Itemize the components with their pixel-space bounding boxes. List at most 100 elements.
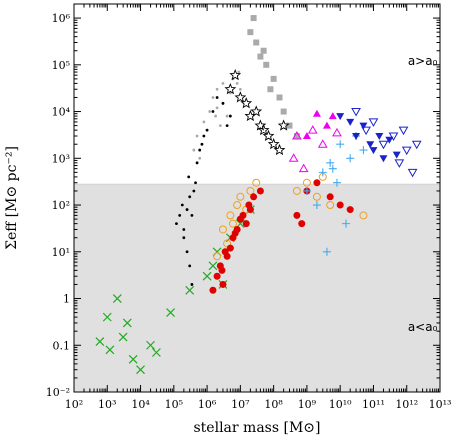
point-dot-gray_dots	[195, 134, 199, 138]
x-tick-label: 10¹⁰	[329, 398, 352, 411]
point-triangle-down-filled-blue	[379, 155, 388, 163]
point-dot-black	[188, 264, 192, 268]
point-circle-open-orange	[236, 192, 245, 201]
x-tick-label: 10¹³	[429, 398, 452, 411]
point-triangle-up-open-magenta	[332, 127, 342, 137]
point-square-gray_squares	[270, 75, 277, 82]
point-dot-gray_dots	[192, 148, 196, 152]
point-dot-black	[215, 96, 219, 99]
point-star-black	[273, 143, 286, 156]
x-tick-label: 10³	[98, 398, 116, 411]
point-circle-filled-red	[242, 220, 250, 228]
point-dot-black	[188, 195, 192, 199]
point-triangle-up-open-magenta	[317, 139, 328, 148]
point-circle-open-orange	[359, 211, 368, 220]
point-square-gray_squares	[260, 47, 267, 54]
point-dot-gray_dots	[198, 156, 202, 160]
data-points	[95, 15, 422, 375]
point-square-gray_squares	[257, 53, 264, 60]
point-star-black	[267, 138, 280, 150]
point-triangle-up-open-magenta	[292, 130, 302, 140]
point-dot-gray_dots	[208, 110, 212, 113]
point-triangle-down-open-blue	[407, 168, 418, 178]
point-circle-filled-red	[245, 201, 253, 209]
point-dot-black	[225, 124, 229, 128]
point-triangle-down-open-blue	[388, 132, 399, 142]
point-circle-open-orange	[213, 252, 222, 261]
point-triangle-down-open-blue	[411, 140, 422, 150]
point-circle-open-orange	[292, 186, 301, 195]
point-cross-green	[118, 332, 128, 342]
point-square-gray_squares	[293, 132, 300, 139]
point-square-gray_squares	[286, 122, 293, 129]
point-triangle-up-filled-magenta	[302, 131, 311, 139]
point-triangle-down-filled-blue	[375, 132, 384, 140]
point-circle-filled-red	[218, 266, 226, 274]
y-tick-label: 10⁵	[52, 59, 70, 72]
point-circle-filled-red	[231, 229, 239, 237]
point-circle-filled-red	[256, 187, 264, 195]
point-circle-filled-red	[293, 211, 301, 219]
point-dot-black	[190, 214, 194, 217]
point-cross-green	[95, 337, 105, 346]
point-triangle-down-filled-blue	[346, 118, 355, 126]
point-circle-open-orange	[252, 178, 261, 187]
point-circle-filled-red	[221, 248, 229, 256]
point-circle-filled-red	[213, 272, 221, 280]
point-dot-gray_dots	[215, 87, 219, 91]
point-dot-black	[178, 214, 182, 217]
point-plus-cyan	[359, 146, 368, 155]
y-axis-title: Σeff [M⊙ pc⁻²]	[4, 146, 20, 250]
point-square-gray_squares	[267, 86, 274, 93]
point-dot-black	[198, 148, 202, 152]
point-triangle-down-filled-blue	[392, 151, 401, 159]
point-dot-black	[211, 110, 215, 113]
point-dot-black	[185, 208, 189, 211]
point-dot-black	[221, 101, 225, 105]
point-cross-green	[128, 354, 138, 364]
point-triangle-down-filled-blue	[385, 136, 394, 144]
point-circle-filled-red	[209, 286, 217, 294]
point-triangle-down-filled-blue	[366, 141, 375, 149]
point-circle-filled-red	[298, 220, 306, 228]
x-tick-label: 10²	[65, 398, 83, 411]
point-dot-black	[205, 128, 209, 132]
point-circle-open-orange	[246, 186, 255, 195]
point-triangle-down-filled-blue	[359, 122, 368, 130]
point-dot-black	[182, 236, 186, 240]
point-star-black	[262, 129, 275, 142]
point-triangle-up-open-magenta	[288, 153, 299, 162]
point-dot-gray_dots	[215, 106, 219, 110]
point-circle-open-orange	[312, 192, 321, 201]
point-square-gray_squares	[253, 39, 260, 46]
y-tick-label: 10⁴	[52, 106, 71, 119]
point-plus-cyan	[346, 154, 355, 163]
point-star-black	[224, 83, 237, 95]
x-tick-label: 10¹¹	[362, 398, 385, 411]
point-triangle-up-filled-magenta	[328, 112, 337, 120]
x-tick-label: 10⁶	[198, 398, 217, 411]
point-square-gray_squares	[250, 15, 257, 22]
point-star-black	[240, 97, 253, 109]
point-triangle-down-open-blue	[394, 159, 405, 168]
point-cross-green	[112, 294, 122, 303]
point-circle-open-orange	[226, 211, 235, 220]
point-cross-green	[102, 312, 112, 322]
point-cross-green	[146, 340, 155, 350]
point-square-gray_squares	[280, 108, 287, 115]
point-star-black	[277, 119, 290, 131]
point-triangle-down-open-blue	[401, 146, 412, 156]
point-dot-black	[175, 222, 178, 226]
point-square-gray_squares	[263, 61, 270, 68]
point-circle-open-orange	[326, 201, 335, 210]
point-circle-open-orange	[302, 178, 311, 187]
point-plus-cyan	[318, 168, 327, 177]
point-plus-cyan	[342, 219, 351, 228]
point-circle-open-orange	[228, 219, 237, 228]
point-cross-green	[202, 271, 212, 281]
x-tick-label: 10⁵	[165, 398, 183, 411]
point-dot-gray_dots	[221, 82, 225, 85]
point-star-black	[250, 105, 263, 117]
point-triangle-up-open-magenta	[298, 163, 309, 173]
